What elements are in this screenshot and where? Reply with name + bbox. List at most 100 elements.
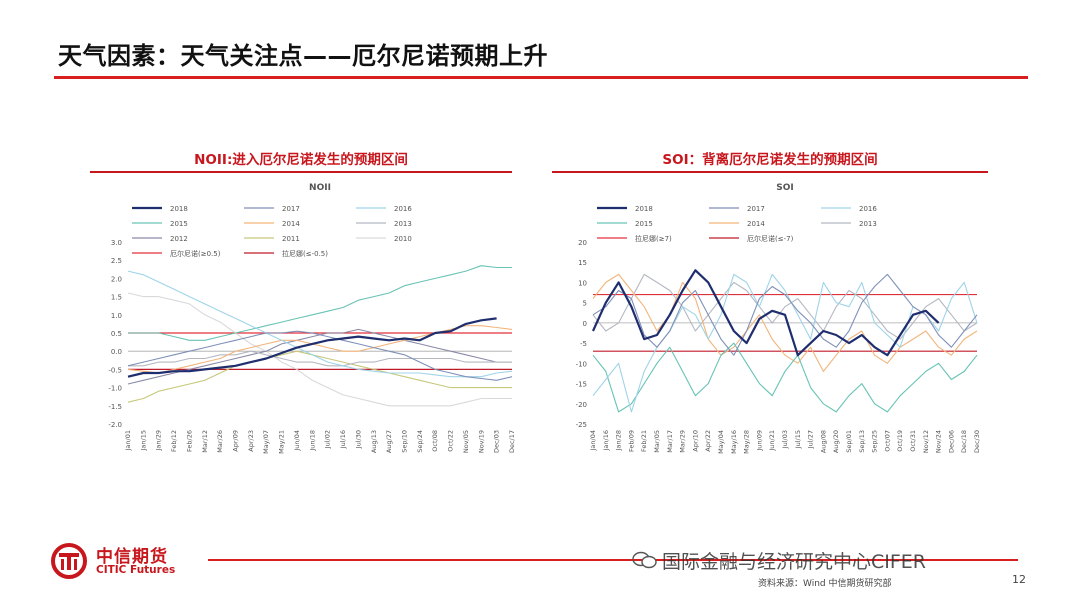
x-tick-label: Dec/06 <box>947 430 955 453</box>
y-tick-label: -25 <box>576 421 587 429</box>
x-tick-label: Aug/08 <box>819 430 827 453</box>
y-tick-label: 2.0 <box>111 275 122 283</box>
series-line-2010 <box>127 292 512 407</box>
x-tick-label: Apr/09 <box>232 430 240 452</box>
watermark: 国际金融与经济研究中心CIFER <box>662 551 927 573</box>
panel-title-right: SOI：背离厄尔尼诺发生的预期区间 <box>662 152 878 168</box>
y-tick-label: -15 <box>576 381 587 389</box>
legend-label: 厄尔尼诺(≥0.5) <box>170 249 221 258</box>
panel-rule-left <box>90 171 512 173</box>
x-tick-label: Feb/12 <box>170 430 178 452</box>
y-tick-label: -10 <box>576 360 587 368</box>
series-line-2017 <box>592 273 978 356</box>
y-tick-label: 20 <box>578 239 587 247</box>
y-tick-label: 0.0 <box>111 348 122 356</box>
x-tick-label: Aug/27 <box>385 430 393 453</box>
x-tick-label: Jan/15 <box>139 430 147 451</box>
x-tick-label: Mar/05 <box>653 430 661 453</box>
x-tick-label: Oct/08 <box>431 430 439 452</box>
y-tick-label: 3.0 <box>111 239 122 247</box>
chart-noii: NOII 2018 2017 2016 2015 2014 2013 2012 2011 2010… <box>108 183 516 454</box>
citic-logo-mark-icon <box>51 543 87 579</box>
page-number: 12 <box>1012 573 1026 586</box>
x-tick-label: Oct/22 <box>447 430 455 452</box>
series-line-2013 <box>128 350 512 367</box>
legend-label: 2015 <box>170 220 188 228</box>
legend-label: 2018 <box>635 205 653 213</box>
x-tick-label: Sep/24 <box>416 430 424 453</box>
x-tick-label: Jan/16 <box>602 430 610 451</box>
x-tick-label: Dec/17 <box>508 430 516 453</box>
x-tick-label: Jul/15 <box>794 430 802 449</box>
source-note: 资料来源：Wind 中信期货研究部 <box>758 579 892 589</box>
x-tick-label: Jan/29 <box>155 430 163 451</box>
x-tick-label: Mar/12 <box>201 430 209 453</box>
x-tick-label: Dec/30 <box>973 430 981 453</box>
x-tick-label: Aug/13 <box>370 430 378 453</box>
legend-label: 2015 <box>635 220 653 228</box>
x-tick-label: Nov/12 <box>922 430 930 453</box>
x-tick-label: Apr/22 <box>704 430 712 452</box>
legend-label: 2018 <box>170 205 188 213</box>
x-tick-label: Sep/25 <box>871 430 879 453</box>
logo-text-en: CITIC Futures <box>96 564 176 576</box>
y-tick-label: -2.0 <box>108 421 122 429</box>
x-tick-label: Jan/04 <box>589 430 597 451</box>
x-tick-label: Feb/26 <box>185 430 193 452</box>
series-line-2014 <box>127 325 513 374</box>
y-tick-label: 5 <box>583 300 587 308</box>
x-tick-label: Jul/27 <box>807 430 815 449</box>
legend-label: 2011 <box>282 235 300 243</box>
citic-logo: 中信期货 CITIC Futures <box>50 542 200 582</box>
legend-label: 2014 <box>747 220 765 228</box>
footer-rule <box>208 559 1018 561</box>
x-tick-label: May/16 <box>730 430 738 454</box>
title-rule <box>54 76 1028 79</box>
x-tick-label: May/21 <box>278 430 286 454</box>
x-tick-label: Jul/30 <box>354 430 362 449</box>
series-line-2015 <box>592 342 978 413</box>
x-tick-label: Mar/29 <box>679 430 687 453</box>
series-line-2018 <box>127 317 497 378</box>
legend-label: 2017 <box>747 205 765 213</box>
x-tick-label: Jul/16 <box>339 430 347 449</box>
series-line-2018 <box>591 269 940 357</box>
series-line-2013 <box>592 273 978 340</box>
x-tick-label: Jun/09 <box>755 430 763 452</box>
y-tick-label: 2.5 <box>111 257 122 265</box>
x-tick-label: Sep/01 <box>845 430 853 453</box>
x-tick-label: Mar/26 <box>216 430 224 453</box>
x-tick-label: Sep/13 <box>858 430 866 453</box>
x-tick-label: Nov/19 <box>477 430 485 453</box>
x-tick-label: Apr/23 <box>247 430 255 452</box>
slide-title: 天气因素：天气关注点——厄尔尼诺预期上升 <box>58 42 548 70</box>
x-tick-label: Jun/18 <box>308 430 316 452</box>
series-line-2017 <box>127 330 513 381</box>
y-tick-label: 0 <box>583 320 587 328</box>
legend-label: 2012 <box>170 235 188 243</box>
x-tick-label: Apr/10 <box>691 430 699 452</box>
x-tick-label: Oct/19 <box>896 430 904 452</box>
logo-text-cn: 中信期货 <box>96 547 168 567</box>
x-tick-label: Sep/10 <box>400 430 408 453</box>
x-tick-label: May/04 <box>717 430 725 454</box>
x-tick-label: Jun/04 <box>293 430 301 452</box>
x-tick-label: Feb/21 <box>640 430 648 452</box>
x-tick-label: Aug/20 <box>832 430 840 453</box>
panel-rule-right <box>552 171 988 173</box>
x-tick-label: Feb/09 <box>627 430 635 452</box>
panel-title-left: NOII:进入厄尔尼诺发生的预期区间 <box>194 152 408 168</box>
y-tick-label: 15 <box>578 259 587 267</box>
x-tick-label: Jul/03 <box>781 430 789 449</box>
series-line-2011 <box>127 350 512 403</box>
y-tick-label: -20 <box>576 401 587 409</box>
legend-label: 2016 <box>859 205 877 213</box>
y-tick-label: -1.5 <box>108 403 122 411</box>
x-tick-label: Mar/17 <box>666 430 674 453</box>
chart-title: SOI <box>776 183 793 193</box>
y-tick-label: 0.5 <box>111 330 122 338</box>
x-tick-label: Oct/31 <box>909 430 917 452</box>
legend-label: 2016 <box>394 205 412 213</box>
y-tick-label: -1.0 <box>108 385 122 393</box>
legend-label: 2013 <box>394 220 412 228</box>
